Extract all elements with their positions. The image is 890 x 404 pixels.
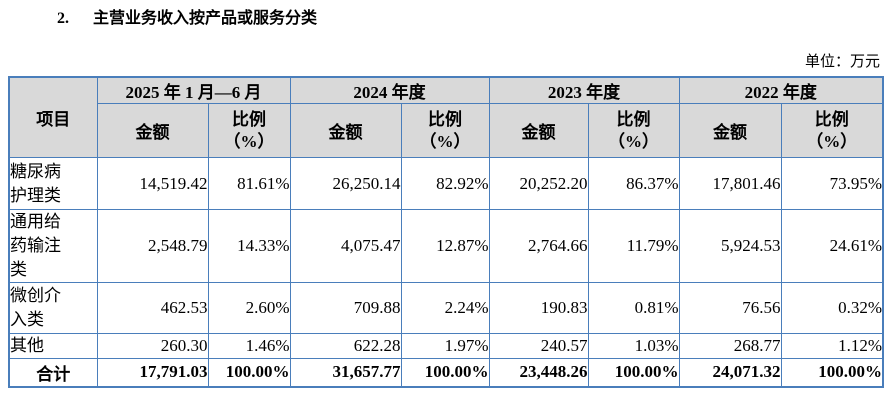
ratio-cell: 0.32%	[780, 282, 884, 334]
amount-cell: 268.77	[678, 333, 782, 359]
amount-cell: 709.88	[289, 282, 402, 334]
ratio-cell: 2.60%	[207, 282, 291, 334]
revenue-by-product-table: 项目 2025 年 1 月—6 月 2024 年度 2023 年度 2022 年…	[8, 76, 884, 388]
amount-cell: 190.83	[488, 282, 589, 334]
table-row-total: 合计 17,791.03 100.00% 31,657.77 100.00% 2…	[8, 358, 884, 387]
ratio-cell: 73.95%	[780, 157, 884, 210]
item-label: 其他	[10, 336, 44, 355]
ratio-cell: 14.33%	[207, 209, 291, 283]
column-header-ratio: 比例 （%）	[207, 103, 291, 158]
table-header-metric-row: 金额 比例 （%） 金额 比例 （%） 金额 比例 （%） 金额 比例 （%）	[9, 103, 884, 158]
ratio-cell: 2.24%	[400, 282, 490, 334]
ratio-header-line1: 比例	[428, 109, 462, 129]
ratio-cell: 0.81%	[587, 282, 680, 334]
ratio-cell: 11.79%	[587, 209, 680, 283]
ratio-cell: 100.00%	[587, 358, 680, 387]
ratio-cell: 24.61%	[780, 209, 884, 283]
ratio-cell: 100.00%	[400, 358, 490, 387]
amount-cell: 462.53	[96, 282, 209, 334]
column-header-ratio: 比例 （%）	[587, 103, 680, 158]
amount-cell: 31,657.77	[289, 358, 402, 387]
column-header-amount: 金额	[96, 103, 209, 158]
ratio-cell: 82.92%	[400, 157, 490, 210]
item-cell: 通用给药输注类	[8, 209, 98, 283]
item-cell: 其他	[8, 333, 98, 359]
table-header-period-row: 项目 2025 年 1 月—6 月 2024 年度 2023 年度 2022 年…	[8, 76, 884, 158]
item-label: 糖尿病护理类	[10, 161, 61, 205]
total-label: 合计	[8, 358, 98, 387]
amount-cell: 14,519.42	[96, 157, 209, 210]
ratio-header-line2: （%）	[608, 131, 659, 151]
amount-cell: 20,252.20	[488, 157, 589, 210]
ratio-cell: 1.97%	[400, 333, 490, 359]
column-header-amount: 金额	[289, 103, 402, 158]
amount-cell: 5,924.53	[678, 209, 782, 283]
amount-cell: 622.28	[289, 333, 402, 359]
column-header-amount: 金额	[678, 103, 782, 158]
table-row-diabetes-care: 糖尿病护理类 14,519.42 81.61% 26,250.14 82.92%…	[8, 157, 884, 210]
amount-cell: 240.57	[488, 333, 589, 359]
item-label: 通用给药输注类	[10, 212, 61, 279]
amount-cell: 17,791.03	[96, 358, 209, 387]
ratio-header-line2: （%）	[419, 131, 471, 151]
ratio-cell: 100.00%	[207, 358, 291, 387]
amount-cell: 260.30	[96, 333, 209, 359]
column-header-amount: 金额	[488, 103, 589, 158]
item-label: 微创介入类	[10, 286, 61, 329]
ratio-cell: 1.12%	[780, 333, 884, 359]
ratio-header-line2: （%）	[806, 131, 858, 151]
section-title-text: 主营业务收入按产品或服务分类	[93, 10, 318, 27]
ratio-cell: 81.61%	[207, 157, 291, 210]
ratio-header-line1: 比例	[616, 109, 651, 129]
item-cell: 糖尿病护理类	[8, 157, 98, 210]
ratio-header-line1: 比例	[814, 109, 849, 129]
amount-cell: 23,448.26	[488, 358, 589, 387]
amount-cell: 2,764.66	[488, 209, 589, 283]
column-header-period-2023: 2023 年度	[488, 76, 680, 104]
amount-cell: 24,071.32	[678, 358, 782, 387]
table-row-drug-delivery: 通用给药输注类 2,548.79 14.33% 4,075.47 12.87% …	[8, 209, 884, 283]
column-header-period-2024: 2024 年度	[289, 76, 490, 104]
ratio-cell: 12.87%	[400, 209, 490, 283]
ratio-cell: 100.00%	[780, 358, 884, 387]
table-row-minimally-invasive: 微创介入类 462.53 2.60% 709.88 2.24% 190.83 0…	[8, 282, 884, 334]
item-cell: 微创介入类	[8, 282, 98, 334]
amount-cell: 2,548.79	[96, 209, 209, 283]
column-header-ratio: 比例 （%）	[780, 103, 884, 158]
amount-cell: 4,075.47	[289, 209, 402, 283]
column-header-period-2022: 2022 年度	[678, 76, 884, 104]
unit-label: 单位：万元	[804, 54, 880, 70]
ratio-header-line1: 比例	[232, 109, 266, 129]
ratio-cell: 1.03%	[587, 333, 680, 359]
amount-cell: 76.56	[678, 282, 782, 334]
ratio-cell: 86.37%	[587, 157, 680, 210]
table-row-other: 其他 260.30 1.46% 622.28 1.97% 240.57 1.03…	[8, 333, 884, 359]
ratio-cell: 1.46%	[207, 333, 291, 359]
amount-cell: 17,801.46	[678, 157, 782, 210]
ratio-header-line2: （%）	[223, 131, 275, 151]
column-header-item: 项目	[8, 76, 98, 158]
column-header-period-2025h1: 2025 年 1 月—6 月	[96, 76, 291, 104]
page-title: 2. 主营业务收入按产品或服务分类	[57, 4, 317, 28]
column-header-ratio: 比例 （%）	[400, 103, 490, 158]
section-number: 2.	[57, 10, 69, 27]
amount-cell: 26,250.14	[289, 157, 402, 210]
